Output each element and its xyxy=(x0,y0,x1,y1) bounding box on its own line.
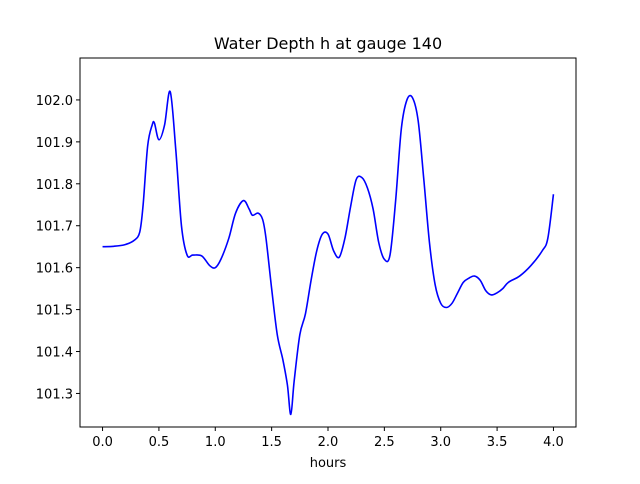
x-tick-label: 3.5 xyxy=(487,435,508,450)
series-layer xyxy=(102,90,555,416)
x-axis-title: hours xyxy=(310,456,347,471)
x-tick-label: 0.0 xyxy=(92,435,113,450)
x-tick-label: 4.0 xyxy=(543,435,564,450)
y-tick-label: 101.9 xyxy=(36,136,73,151)
y-tick-label: 101.3 xyxy=(36,387,73,402)
x-tick-label: 1.5 xyxy=(261,435,282,450)
x-tick-label: 2.0 xyxy=(318,435,339,450)
x-tick-label: 3.0 xyxy=(430,435,451,450)
y-tick-label: 101.8 xyxy=(36,178,73,193)
y-axis-ticks: 101.3 101.4 101.5 101.6 101.7 101.8 101.9 102.0 xyxy=(36,94,80,402)
x-tick-label: 0.5 xyxy=(149,435,170,450)
chart-title: Water Depth h at gauge 140 xyxy=(214,34,442,53)
x-axis-ticks: 0.0 0.5 1.0 1.5 2.0 2.5 3.0 3.5 4.0 xyxy=(92,427,564,450)
y-tick-label: 101.5 xyxy=(36,304,73,319)
y-tick-label: 101.6 xyxy=(36,262,73,277)
x-tick-label: 1.0 xyxy=(205,435,226,450)
y-tick-label: 102.0 xyxy=(36,94,73,109)
series-line xyxy=(102,90,555,416)
x-tick-label: 2.5 xyxy=(374,435,395,450)
y-tick-label: 101.7 xyxy=(36,220,73,235)
plot-frame xyxy=(79,57,577,428)
y-tick-label: 101.4 xyxy=(36,346,73,361)
